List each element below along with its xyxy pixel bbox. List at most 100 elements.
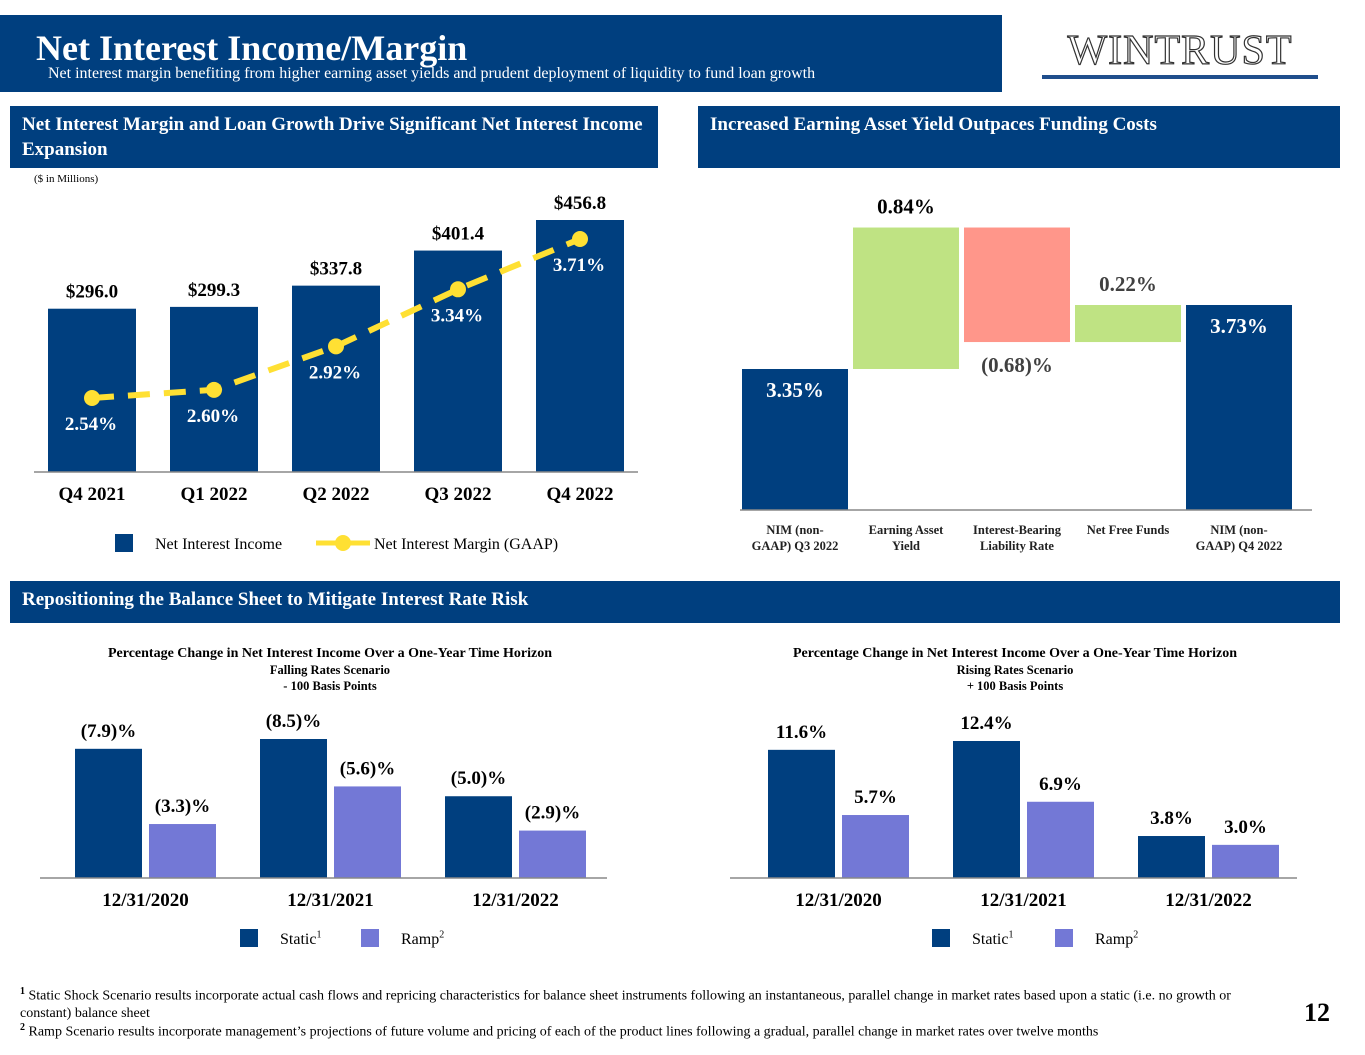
footnote-text: Ramp Scenario results incorporate manage…: [28, 1024, 1099, 1040]
bar-value-label: 6.9%: [1039, 774, 1082, 795]
rising-legend-ramp: Ramp2: [1055, 929, 1138, 949]
logo-underline: [1042, 75, 1318, 79]
static-bar: [1138, 836, 1205, 878]
ramp-bar: [842, 815, 909, 878]
legend-net-interest-margin: Net Interest Margin (GAAP): [316, 534, 558, 554]
static-bar: [768, 749, 835, 878]
legend-footnote-marker: 2: [1133, 929, 1139, 941]
nii-bar: [536, 220, 624, 472]
waterfall-total-bar: [742, 369, 848, 510]
bar-value-label: (8.5)%: [266, 711, 321, 732]
nim-point-label: 3.34%: [431, 305, 483, 326]
ramp-bar: [334, 786, 401, 878]
bar-value-label: (5.6)%: [340, 758, 395, 779]
falling-rates-chart: (7.9)% (3.3)% 12/31/2020 (8.5)% (5.6)% 12/31/…: [40, 711, 607, 911]
nii-nim-chart: $296.0 Q4 2021 $299.3 Q1 2022 $337.8 Q2 2022 $…: [34, 193, 638, 505]
legend-label: Net Interest Income: [155, 536, 283, 553]
nii-bar-label: $456.8: [554, 193, 606, 214]
bar-value-label: 3.0%: [1224, 817, 1267, 838]
ramp-bar: [519, 830, 586, 878]
rising-rates-title: Percentage Change in Net Interest Income…: [792, 646, 1238, 661]
falling-rates-subtitle-2: - 100 Basis Points: [283, 679, 377, 693]
x-axis-tick-label: GAAP) Q3 2022: [752, 539, 839, 553]
x-axis-tick-label: 12/31/2022: [1165, 890, 1252, 911]
nim-point: [328, 338, 344, 355]
x-axis-tick-label: 12/31/2021: [980, 890, 1067, 911]
waterfall-bar-label: 3.35%: [766, 378, 824, 402]
bar-value-label: (5.0)%: [451, 768, 506, 789]
static-bar: [953, 741, 1020, 878]
legend-swatch-ramp: [1055, 929, 1073, 947]
bar-value-label: 3.8%: [1150, 808, 1193, 829]
nii-bar: [292, 285, 380, 472]
bar-value-label: 5.7%: [854, 787, 897, 808]
legend-net-interest-income: Net Interest Income: [115, 534, 282, 554]
legend-footnote-marker: 1: [1008, 929, 1014, 941]
logo-wordmark: WINTRUST: [1067, 27, 1293, 74]
legend-label: Static: [280, 931, 317, 948]
static-bar: [75, 748, 142, 878]
static-bar: [445, 796, 512, 878]
legend-swatch-bar: [115, 534, 133, 552]
legend-label: Ramp: [1095, 931, 1134, 948]
page-title: Net Interest Income/Margin: [36, 28, 468, 68]
x-axis-tick-label: Q3 2022: [424, 484, 491, 505]
nii-bar-label: $337.8: [310, 259, 362, 280]
section-header-nim-bridge: Increased Earning Asset Yield Outpaces F…: [698, 106, 1340, 168]
waterfall-bar-label: (0.68)%: [981, 353, 1053, 377]
nim-point: [450, 281, 466, 298]
ramp-bar: [1212, 844, 1279, 878]
nim-bridge-chart: 3.35% NIM (non- GAAP) Q3 2022 0.84% Earning …: [740, 195, 1312, 553]
nim-point: [206, 381, 222, 398]
legend-swatch-static: [932, 929, 950, 947]
x-axis-tick-label: 12/31/2020: [795, 890, 882, 911]
falling-legend-ramp: Ramp2: [361, 929, 444, 949]
waterfall-increase-bar: [853, 227, 959, 369]
x-axis-tick-label: Interest-Bearing: [973, 523, 1062, 537]
nii-bar-label: $296.0: [66, 282, 118, 303]
legend-swatch-ramp: [361, 929, 379, 947]
x-axis-tick-label: Liability Rate: [980, 539, 1054, 553]
nim-point: [572, 231, 588, 247]
nim-point-label: 3.71%: [553, 255, 605, 276]
section-header-nii: Net Interest Margin and Loan Growth Driv…: [10, 106, 658, 168]
falling-rates-title-block: Percentage Change in Net Interest Income…: [40, 645, 620, 694]
rising-rates-subtitle-1: Rising Rates Scenario: [956, 663, 1074, 677]
footnote-marker: 2: [20, 1022, 25, 1033]
ramp-bar: [1027, 801, 1094, 878]
x-axis-tick-label: Q2 2022: [302, 484, 369, 505]
x-axis-tick-label: 12/31/2022: [472, 890, 559, 911]
rising-rates-chart: 11.6% 5.7% 12/31/2020 12.4% 6.9% 12/31/2021 3.…: [730, 713, 1297, 911]
legend-label: Ramp: [401, 931, 440, 948]
falling-rates-subtitle-1: Falling Rates Scenario: [269, 663, 391, 677]
title-banner: Net Interest Income/Margin Net interest …: [0, 15, 1002, 92]
bar-value-label: 11.6%: [776, 722, 827, 743]
legend-line-marker-icon: [316, 535, 370, 551]
nim-line: [91, 236, 582, 401]
page-number: 12: [1304, 998, 1330, 1027]
legend-label: Static: [972, 931, 1009, 948]
ramp-bar: [149, 824, 216, 878]
x-axis-tick-label: 12/31/2020: [102, 890, 189, 911]
footnote-text: Static Shock Scenario results incorporat…: [20, 988, 1231, 1021]
units-note: ($ in Millions): [34, 173, 99, 185]
nim-point: [84, 390, 100, 406]
waterfall-bar-label: 3.73%: [1210, 314, 1268, 338]
x-axis-tick-label: 12/31/2021: [287, 890, 374, 911]
x-axis-tick-label: Earning Asset: [869, 523, 945, 537]
waterfall-bar-label: 0.84%: [877, 195, 935, 219]
page-subtitle: Net interest margin benefiting from high…: [48, 65, 816, 82]
falling-legend-static: Static1: [240, 929, 321, 949]
bar-value-label: 12.4%: [960, 713, 1012, 734]
rising-legend-static: Static1: [932, 929, 1013, 949]
falling-rates-title: Percentage Change in Net Interest Income…: [107, 646, 553, 661]
x-axis-tick-label: Q4 2022: [546, 484, 613, 505]
waterfall-increase-bar: [1075, 305, 1181, 343]
rising-rates-title-block: Percentage Change in Net Interest Income…: [725, 645, 1305, 694]
bar-value-label: (2.9)%: [525, 803, 580, 824]
waterfall-bar-label: 0.22%: [1099, 272, 1157, 296]
rising-rates-subtitle-2: + 100 Basis Points: [966, 679, 1064, 693]
nim-point-label: 2.60%: [187, 406, 239, 427]
x-axis-tick-label: NIM (non-: [766, 523, 823, 537]
nii-bar-label: $299.3: [188, 280, 240, 301]
